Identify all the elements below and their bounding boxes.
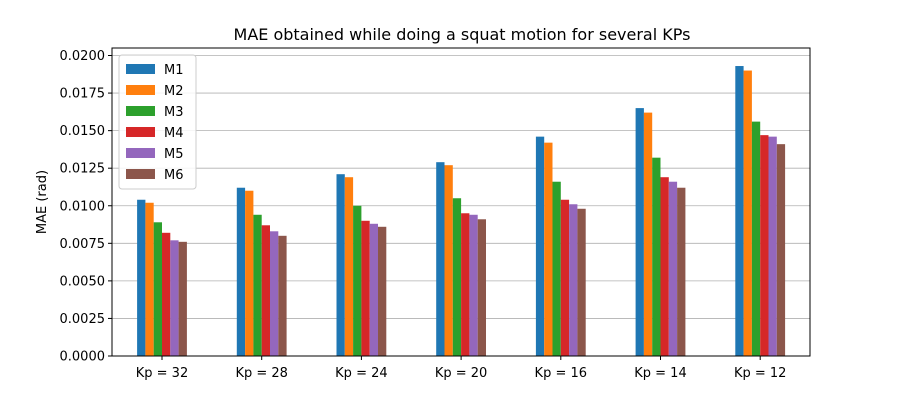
bar-m1-4: [436, 162, 445, 356]
bar-m6-4: [477, 219, 486, 356]
y-tick-label: 0.0150: [60, 124, 106, 139]
bar-m6-7: [776, 144, 786, 356]
bar-m1-5: [535, 136, 545, 356]
bar-m2-5: [544, 142, 553, 356]
y-tick-label: 0.0175: [60, 87, 106, 102]
bar-m2-3: [344, 177, 354, 356]
legend-swatch-m1: [126, 64, 155, 74]
legend-label-m6: M6: [164, 168, 184, 183]
bar-m3-1: [153, 222, 162, 356]
legend-swatch-m4: [126, 127, 155, 137]
bars-group: [137, 66, 786, 357]
legend-swatch-m5: [126, 148, 155, 158]
x-tick-label: Kp = 24: [335, 366, 387, 381]
x-tick-label: Kp = 16: [535, 366, 587, 381]
y-tick-label: 0.0000: [60, 350, 106, 365]
bar-m4-5: [560, 199, 570, 356]
bar-m1-6: [635, 108, 644, 356]
bar-m4-1: [162, 232, 171, 356]
axes: 0.0000 0.0025 0.0050 0.0075 0.0100 0.0125 0.01…: [60, 47, 811, 381]
y-tick-label: 0.0100: [60, 199, 106, 214]
bar-m6-2: [278, 235, 287, 356]
chart-title: MAE obtained while doing a squat motion …: [234, 25, 691, 44]
x-tick-label: Kp = 20: [435, 366, 487, 381]
legend: M1 M2 M3 M4 M5 M6: [118, 54, 197, 190]
x-tick-label: Kp = 12: [734, 366, 786, 381]
bar-m5-7: [768, 136, 777, 356]
bar-m1-3: [336, 174, 345, 356]
bar-m4-3: [361, 220, 370, 356]
legend-box: [118, 54, 197, 190]
bar-m3-2: [253, 214, 262, 356]
bar-m4-2: [261, 225, 270, 356]
x-tick-label: Kp = 14: [634, 366, 686, 381]
y-axis-label: MAE (rad): [35, 170, 50, 234]
bar-m2-6: [643, 112, 653, 356]
legend-label-m3: M3: [164, 105, 184, 120]
y-tick-label: 0.0050: [60, 274, 106, 289]
bar-m6-5: [577, 208, 586, 356]
legend-swatch-m2: [126, 85, 155, 95]
y-tick-label: 0.0025: [60, 312, 106, 327]
bar-m5-6: [668, 181, 678, 356]
bar-m5-3: [369, 223, 378, 356]
bar-m2-4: [444, 165, 453, 356]
bar-m1-1: [137, 199, 146, 356]
bar-m3-4: [452, 198, 462, 356]
bar-m5-4: [469, 214, 478, 356]
legend-swatch-m6: [126, 169, 155, 179]
bar-m3-6: [652, 157, 661, 356]
bar-m3-7: [751, 121, 761, 357]
bar-m1-2: [236, 187, 246, 356]
y-tick-label: 0.0075: [60, 237, 106, 252]
bar-m3-5: [552, 181, 561, 356]
legend-label-m1: M1: [164, 63, 184, 78]
bar-m6-6: [677, 187, 686, 356]
x-tick-label: Kp = 28: [235, 366, 287, 381]
y-tick-label: 0.0200: [60, 49, 106, 64]
bar-m3-3: [353, 205, 362, 356]
legend-label-m5: M5: [164, 147, 184, 162]
bar-m2-7: [743, 70, 752, 356]
bar-m4-6: [660, 177, 669, 356]
bar-m2-2: [245, 190, 254, 356]
legend-label-m4: M4: [164, 126, 184, 141]
bar-m5-1: [170, 240, 179, 356]
bar-m5-2: [270, 231, 279, 356]
bar-m2-1: [145, 202, 154, 356]
bar-m4-7: [760, 135, 769, 356]
bar-m6-3: [378, 226, 387, 356]
legend-label-m2: M2: [164, 84, 184, 99]
bar-m1-7: [735, 66, 744, 356]
y-tick-label: 0.0125: [60, 162, 106, 177]
x-tick-label: Kp = 32: [136, 366, 188, 381]
bar-m5-5: [569, 204, 578, 356]
legend-swatch-m3: [126, 106, 155, 116]
bar-m4-4: [461, 213, 470, 356]
bar-m6-1: [178, 241, 187, 356]
